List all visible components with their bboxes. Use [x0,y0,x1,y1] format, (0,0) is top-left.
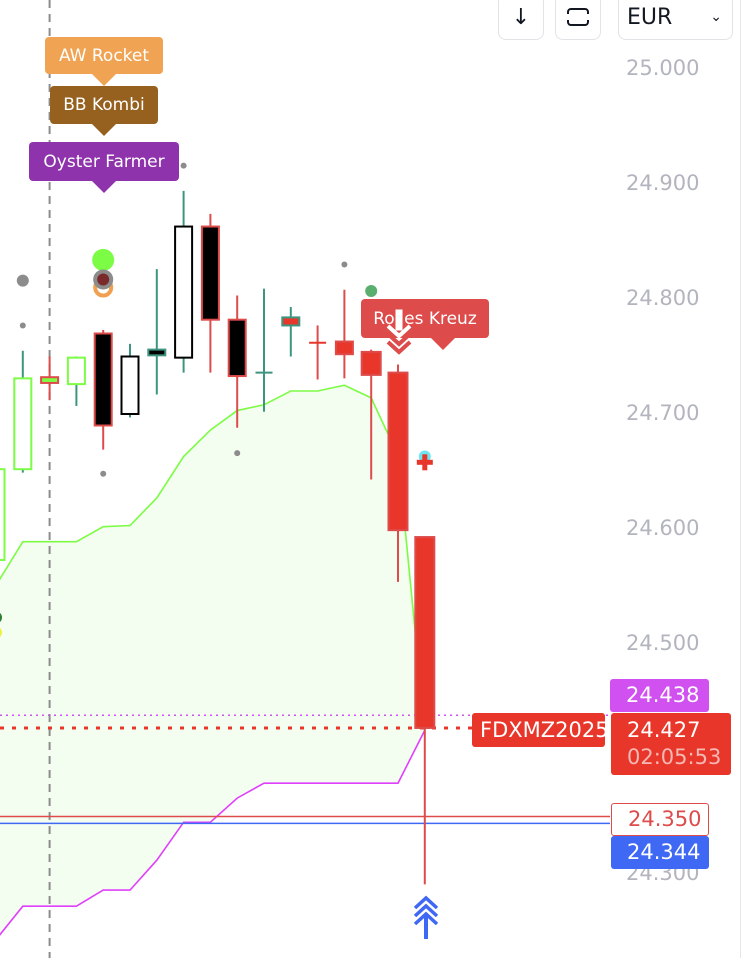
candle [93,330,113,450]
buy-chevrons-icon [413,895,439,939]
candle [120,343,140,418]
chevron-down-icon: ⌄ [710,9,722,25]
candle [0,468,6,562]
y-tick-label: 24.600 [626,516,700,540]
signal-dot [92,248,115,271]
price-label-level-blue: 24.344 [611,836,709,869]
signal-label-bb-kombi: BB Kombi [50,86,158,136]
symbol-label: FDXMZ2025 [472,713,609,747]
candle-body [360,350,382,376]
last-price-value: 24.427 [627,718,701,742]
candle [360,349,382,480]
candle-body [200,225,220,321]
price-label-upper-band: 24.438 [610,679,709,712]
candle-body [174,225,194,359]
candle-body [66,356,86,386]
candle-body [13,377,33,471]
candle-body [0,468,6,562]
upper-band-line [0,384,426,731]
candle [200,213,220,373]
candle [309,325,327,380]
y-tick-label: 24.800 [626,286,700,310]
y-tick-label: 24.500 [626,631,700,655]
fullscreen-frame-icon [566,8,590,26]
candle [414,536,436,885]
candle [174,190,194,373]
signal-dot [100,470,107,477]
signal-dot [19,322,26,329]
candle [387,364,409,582]
currency-value: EUR [627,4,673,30]
candle-body [120,355,140,415]
signal-dot [234,450,241,457]
signal-dot [0,613,2,623]
candle [227,295,247,428]
candle-body [334,340,354,356]
signal-dot [341,261,348,268]
y-tick-label: 25.000 [626,56,700,80]
sell-chevrons-icon [386,308,412,355]
last-price-label: 24.427 02:05:53 [611,713,731,775]
signal-dot [16,274,29,287]
y-tick-label: 24.700 [626,401,700,425]
candle-body [93,332,113,427]
signal-dot [365,284,378,297]
band-fill [0,385,425,935]
plus-icon [422,454,428,471]
currency-select[interactable]: EUR ⌄ [618,0,733,40]
signal-label-rolles-kreuz: Rolles Kreuz [361,299,489,350]
y-tick-label: 24.900 [626,171,700,195]
candle-body [227,318,247,378]
candle-body [281,316,301,327]
signal-ring [93,269,114,290]
candle [147,269,167,395]
signal-label-oyster-farmer: Oyster Farmer [29,142,179,193]
candle [281,307,301,357]
signal-dot [180,162,187,169]
signal-label-aw-rocket: AW Rocket [45,37,163,86]
price-label-level-red: 24.350 [611,803,709,836]
lower-band-line [0,729,426,936]
candle [255,288,273,412]
candle [40,356,60,401]
candle-body [414,536,436,729]
candle [334,289,354,379]
candle-body [147,348,167,357]
fullscreen-button[interactable] [555,0,601,40]
candle [66,356,86,406]
scroll-down-button[interactable]: ↓ [498,0,544,40]
signal-dot [0,628,2,637]
candle-body [40,376,60,384]
price-scale-border [740,0,741,958]
arrow-down-icon: ↓ [511,4,531,30]
bar-countdown: 02:05:53 [627,745,722,769]
candle [13,350,33,473]
candle-body [387,371,409,532]
